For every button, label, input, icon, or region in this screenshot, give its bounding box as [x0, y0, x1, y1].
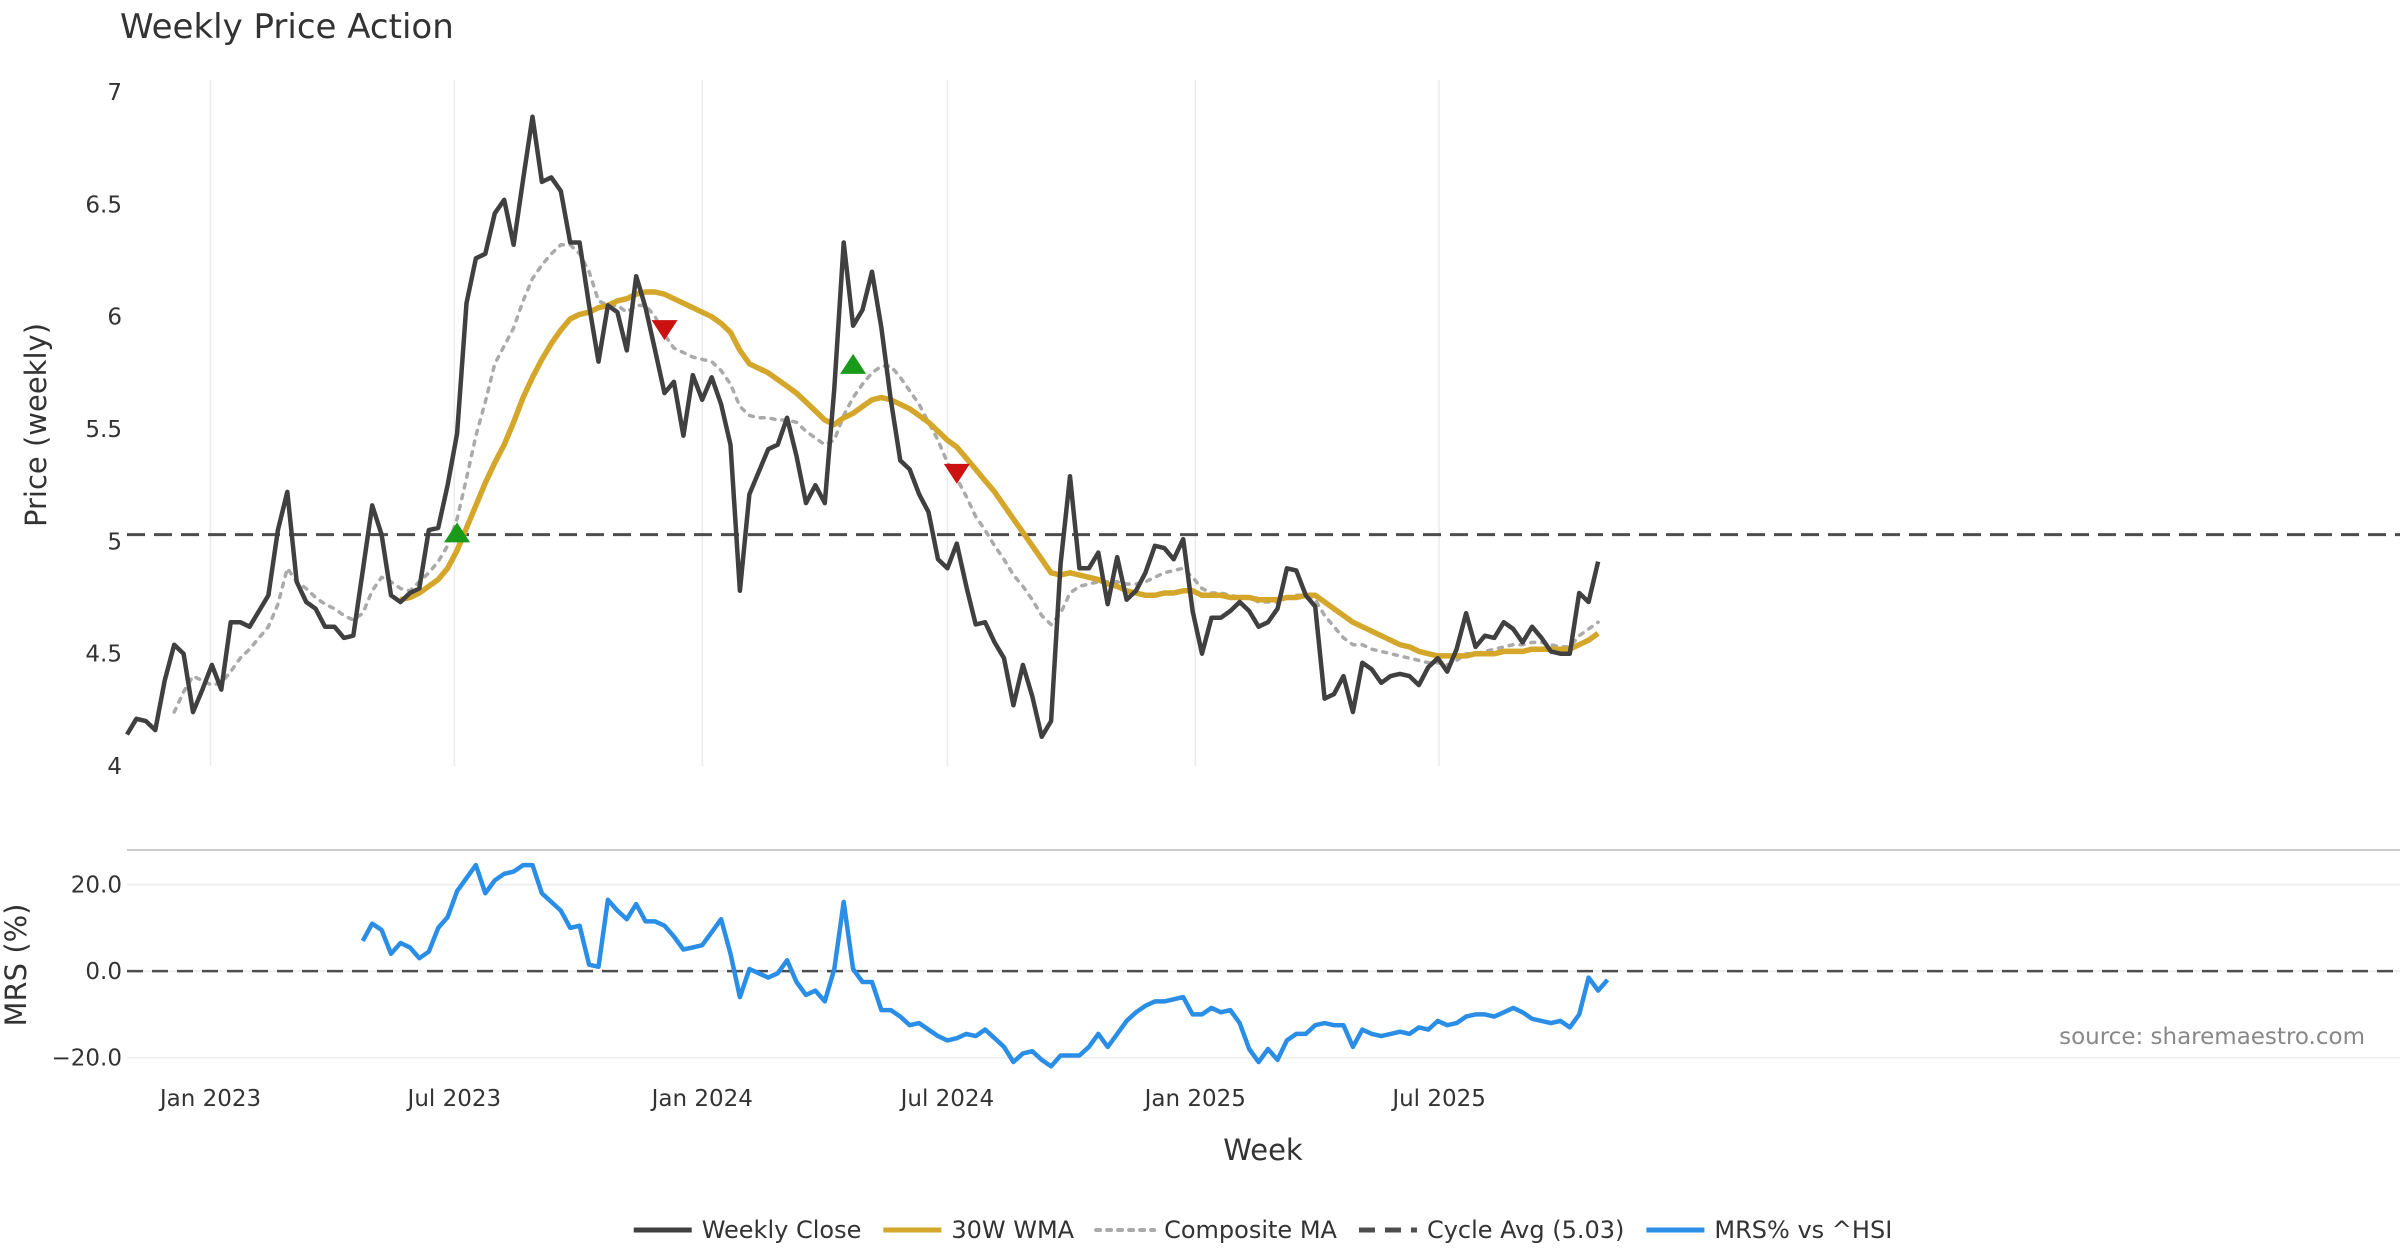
buy-signal-marker: [444, 522, 471, 543]
price-y-ticks: 4 4.5 5 5.5 6 6.5 7: [85, 80, 122, 780]
x-tick-label: Jan 2024: [650, 1086, 753, 1112]
price-y-tick-label: 6: [107, 305, 122, 331]
legend-label: MRS% vs ^HSI: [1714, 1216, 1892, 1244]
mrs-y-tick-label: 0.0: [85, 959, 122, 985]
signal-markers: [444, 320, 970, 543]
mrs-y-ticks: 20.0 0.0 −20.0: [52, 873, 122, 1072]
x-tick-label: Jul 2023: [406, 1086, 502, 1112]
30w-wma-line: [399, 289, 1600, 659]
chart-title: Weekly Price Action: [120, 7, 454, 47]
legend: Weekly Close 30W WMA Composite MA Cycle Avg…: [633, 1216, 1892, 1244]
x-tick-label: Jan 2023: [158, 1086, 261, 1112]
x-tick-label: Jul 2024: [899, 1086, 995, 1112]
mrs-series-group: [360, 862, 1610, 1069]
price-y-tick-label: 7: [107, 80, 122, 106]
legend-label: Composite MA: [1164, 1216, 1337, 1244]
mrs-y-tick-label: 20.0: [71, 873, 122, 899]
x-tick-label: Jan 2025: [1143, 1086, 1246, 1112]
mrs-y-axis-title: MRS (%): [0, 904, 33, 1027]
x-ticks: Jan 2023 Jul 2023 Jan 2024 Jul 2024 Jan 2025…: [158, 1086, 1486, 1112]
x-axis-title: Week: [1223, 1133, 1303, 1167]
price-series-group: [125, 114, 1601, 740]
legend-label: Weekly Close: [702, 1216, 862, 1244]
mrs-line: [360, 862, 1610, 1069]
price-y-tick-label: 5.5: [85, 417, 122, 443]
weekly-close-line: [125, 114, 1601, 740]
buy-signal-marker: [840, 353, 867, 374]
legend-label: Cycle Avg (5.03): [1427, 1216, 1624, 1244]
source-note: source: sharemaestro.com: [2059, 1024, 2365, 1050]
mrs-y-tick-label: −20.0: [52, 1046, 122, 1072]
price-y-tick-label: 5: [107, 529, 122, 555]
price-grid: [209, 80, 1440, 766]
price-y-axis-title: Price (weekly): [19, 323, 53, 527]
price-y-tick-label: 4: [107, 754, 122, 780]
price-y-tick-label: 4.5: [85, 642, 122, 668]
x-tick-label: Jul 2025: [1390, 1086, 1486, 1112]
sell-signal-marker: [943, 463, 970, 484]
sell-signal-marker: [651, 320, 678, 341]
legend-label: 30W WMA: [951, 1216, 1074, 1244]
price-y-tick-label: 6.5: [85, 192, 122, 218]
